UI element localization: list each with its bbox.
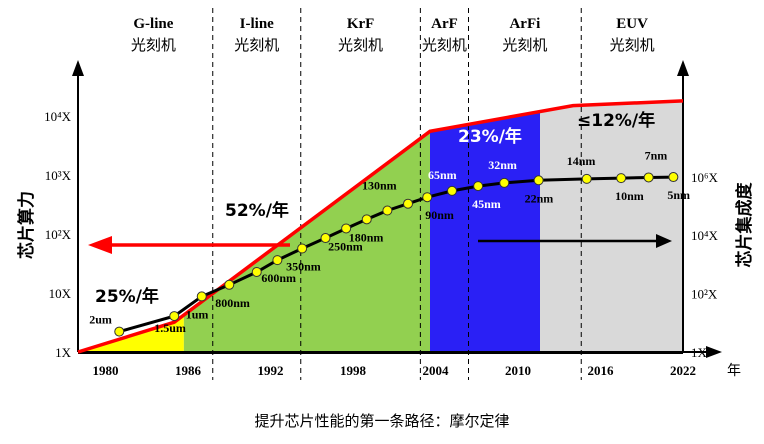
node-label-800nm: 800nm [215,296,250,310]
node-label-130nm: 130nm [362,179,397,193]
integration-point [224,279,235,290]
integration-point [382,205,393,216]
era-sub-g-line: 光刻机 [131,36,176,54]
left-tick-0: 1X [55,345,72,360]
left-axis-label: 芯片算力 [16,191,37,259]
rate-label-1: 52%/年 [225,200,289,221]
left-tick-1: 10X [49,286,72,301]
left-tick-2: 10²X [45,227,72,242]
figure-caption: 提升芯片性能的第一条路径：摩尔定律 [254,412,510,430]
x-tick-2016: 2016 [588,363,615,378]
node-label-45nm: 45nm [472,197,501,211]
x-tick-2022: 2022 [670,363,696,378]
era-sub-arfi: 光刻机 [502,36,547,54]
era-name-arf: ArF [431,16,458,32]
era-name-i-line: I-line [240,16,275,32]
node-label-180nm: 180nm [349,230,384,244]
x-tick-2010: 2010 [505,363,531,378]
node-label-14nm: 14nm [567,154,596,168]
right-y-axis-arrowhead [677,60,689,76]
axes [72,60,722,358]
integration-point [403,198,413,209]
right-tick-0: 1X [691,345,708,360]
integration-point [196,291,207,302]
era-name-krf: KrF [347,16,375,32]
left-y-axis-arrowhead [72,60,84,76]
right-tick-3: 10⁶X [691,170,719,185]
node-label-2um: 2um [89,313,112,327]
x-tick-1992: 1992 [258,363,284,378]
integration-point [320,233,331,244]
integration-point [533,175,544,186]
node-label-10nm: 10nm [615,189,644,203]
left-arrow-head [88,236,112,254]
era-name-arfi: ArFi [509,16,540,32]
node-label-5nm: 5nm [667,188,690,202]
rate-label-2: 23%/年 [458,126,522,147]
integration-point [361,214,372,225]
integration-point [581,173,592,184]
node-label-250nm: 250nm [328,239,363,253]
era-sub-i-line: 光刻机 [234,36,279,54]
node-label-350nm: 350nm [286,260,321,274]
node-label-7nm: 7nm [645,148,668,162]
node-label-65nm: 65nm [428,168,457,182]
rate-label-0: 25%/年 [95,286,159,307]
x-tick-2004: 2004 [423,363,450,378]
era-sub-arf: 光刻机 [422,36,467,54]
era-name-g-line: G-line [133,16,173,32]
node-label-600nm: 600nm [261,271,296,285]
rate-label-3: ≤12%/年 [577,110,655,131]
integration-point [297,243,308,254]
node-label-1um: 1um [186,307,209,321]
x-axis-arrowhead [706,346,722,358]
integration-point [643,172,654,183]
integration-point [616,173,627,184]
integration-point [251,266,262,277]
era-name-euv: EUV [616,16,648,32]
left-tick-4: 10⁴X [44,109,72,124]
series [77,99,684,354]
x-unit-label: 年 [727,363,741,379]
above-curve-mask [78,0,683,352]
compute-growth-line [77,99,684,354]
era-sub-euv: 光刻机 [610,36,655,54]
x-tick-1986: 1986 [175,363,202,378]
integration-point [422,192,433,203]
integration-point [447,185,457,196]
node-label-90nm: 90nm [425,208,454,222]
node-label-32nm: 32nm [488,158,517,172]
integration-point [499,177,510,188]
integration-point [114,326,125,337]
right-tick-1: 10²X [691,287,718,302]
integration-point [169,311,180,322]
left-tick-3: 10³X [45,168,72,183]
integration-point [341,223,352,234]
x-tick-1998: 1998 [340,363,367,378]
integration-point [272,255,283,266]
x-tick-1980: 1980 [93,363,119,378]
integration-point [473,181,484,192]
right-axis-label: 芯片集成度 [734,182,755,268]
tick-labels: 1980 1986 1992 1998 2004 2010 2016 2022 年 1X 10X 10… [16,109,755,379]
integration-point [668,172,679,183]
era-boundaries [212,8,582,380]
right-tick-2: 10⁴X [691,228,719,243]
node-label-1.5um: 1.5um [154,321,186,335]
era-labels: G-line 光刻机 I-line 光刻机 KrF 光刻机 ArF 光刻机 ArFi 光刻机 EUV… [131,16,655,54]
right-arrow-head [656,234,672,248]
era-sub-krf: 光刻机 [338,36,383,54]
direction-arrows [88,234,672,254]
node-label-22nm: 22nm [525,191,554,205]
